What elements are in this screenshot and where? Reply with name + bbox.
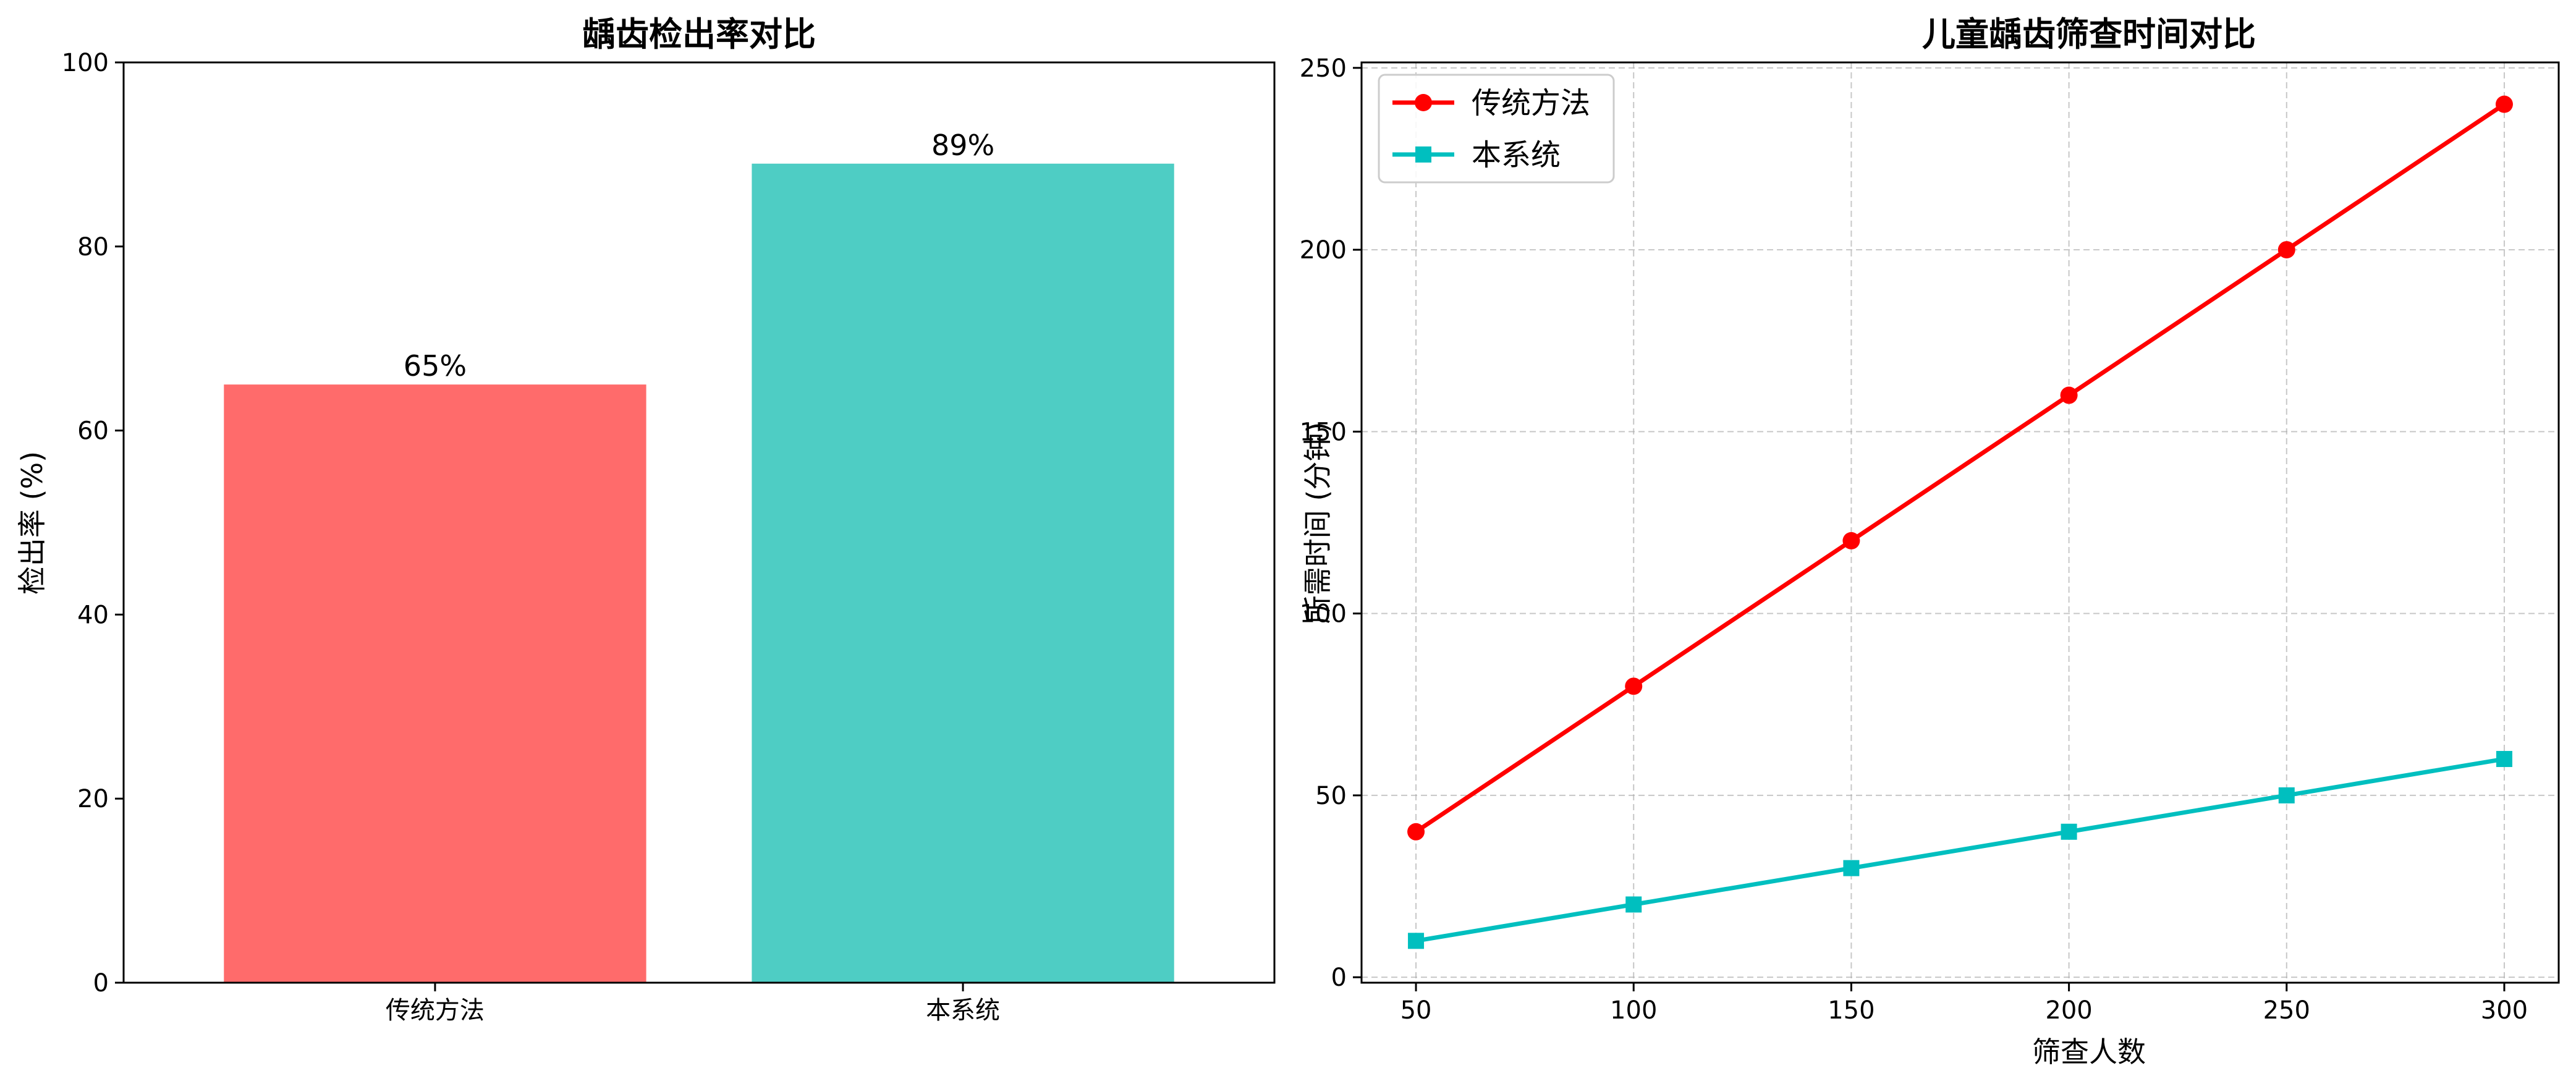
series-0-point [1407, 823, 1425, 841]
screening-time-line-chart: 儿童龋齿筛查时间对比 筛查人数 所需时间 (分钟) 0 50 100 150 200 25… [1300, 15, 2560, 1069]
bar-chart-y-axis-label: 检出率 (%) [15, 451, 49, 595]
bar-y-tick-label: 100 [62, 49, 109, 77]
line-chart-series [1407, 95, 2513, 949]
series-1-point [1408, 933, 1425, 949]
series-0-line [1415, 102, 2506, 834]
line-x-tick-label: 100 [1610, 996, 1657, 1025]
series-0-point [1625, 677, 1643, 695]
line-x-tick-label: 50 [1400, 996, 1432, 1025]
series-0-point [1842, 532, 1860, 549]
line-y-tick-label: 0 [1331, 964, 1347, 992]
line-y-tick-label: 100 [1300, 600, 1347, 629]
detection-rate-bar-chart: 龋齿检出率对比 检出率 (%) 0 20 40 60 80 100 传统方法 本系统 65%… [15, 15, 1276, 1025]
legend-marker-series-1 [1415, 146, 1431, 163]
series-1-line [1415, 756, 2505, 943]
line-chart-plot-frame [1360, 61, 2560, 984]
bar-data-label-本系统: 89% [931, 129, 994, 162]
line-chart-y-ticks: 0 50 100 150 200 250 [1300, 54, 1362, 992]
line-x-tick-label: 150 [1828, 996, 1875, 1025]
line-x-tick-label: 250 [2263, 996, 2310, 1025]
bar-y-tick-label: 80 [77, 233, 109, 261]
legend-marker-series-0 [1415, 94, 1432, 111]
line-x-tick-label: 300 [2481, 996, 2528, 1025]
series-1-point [1625, 896, 1642, 913]
bar-本系统 [752, 163, 1174, 983]
line-y-tick-label: 150 [1300, 418, 1347, 446]
line-y-tick-label: 50 [1315, 782, 1347, 810]
line-chart-y-axis-label: 所需时间 (分钟) [1301, 422, 1334, 624]
legend-label-series-1: 本系统 [1472, 138, 1561, 172]
bar-chart-x-ticks: 传统方法 本系统 [386, 983, 1000, 1025]
line-chart-x-ticks: 50 100 150 200 250 300 [1400, 983, 2528, 1025]
line-y-tick-label: 250 [1300, 54, 1347, 83]
bar-y-tick-label: 20 [77, 785, 109, 813]
legend-label-series-0: 传统方法 [1472, 86, 1590, 121]
bar-chart-title: 龋齿检出率对比 [582, 15, 816, 54]
bar-x-tick-label-传统方法: 传统方法 [386, 996, 485, 1025]
bar-chart-bars [224, 163, 1174, 983]
series-0-point [2277, 241, 2295, 259]
series-0-point [2060, 386, 2078, 404]
bar-y-tick-label: 40 [77, 601, 109, 629]
series-1-point [1843, 860, 1860, 876]
line-y-tick-label: 200 [1300, 236, 1347, 265]
line-x-tick-label: 200 [2045, 996, 2092, 1025]
series-1-point [2496, 751, 2512, 768]
bar-x-tick-label-本系统: 本系统 [926, 996, 1000, 1025]
bar-y-tick-label: 60 [77, 417, 109, 446]
bar-chart-plot-frame [122, 61, 1276, 984]
line-chart-title: 儿童龋齿筛查时间对比 [1922, 15, 2256, 54]
bar-data-label-传统方法: 65% [404, 349, 467, 383]
bar-chart-y-ticks: 0 20 40 60 80 100 [62, 49, 124, 998]
line-chart-x-axis-label: 筛查人数 [2032, 1035, 2146, 1069]
bar-传统方法 [224, 384, 646, 983]
bar-chart-data-labels: 65% 89% [404, 129, 994, 383]
series-0-point [2495, 95, 2513, 113]
series-1-point [2278, 787, 2295, 803]
bar-y-tick-label: 0 [93, 969, 109, 998]
series-1-point [2061, 823, 2077, 840]
line-chart-grid [1362, 62, 2559, 983]
